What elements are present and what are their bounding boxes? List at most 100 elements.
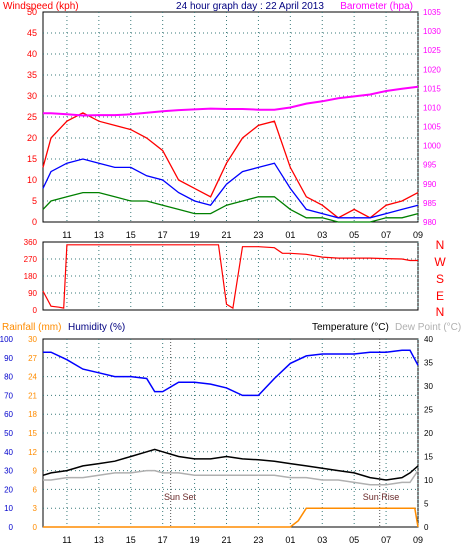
compass-w: W bbox=[434, 255, 446, 269]
wind-left-tick-1: 5 bbox=[32, 196, 37, 206]
wind-x-tick-11: 09 bbox=[413, 230, 423, 240]
temp-x-tick-10: 07 bbox=[381, 535, 391, 545]
temp-tick-8: 40 bbox=[424, 335, 433, 344]
barometer-tick-6: 1010 bbox=[423, 103, 441, 112]
wind-series-0 bbox=[42, 112, 419, 219]
rain-tick-8: 24 bbox=[28, 373, 37, 382]
wind-left-tick-10: 50 bbox=[27, 7, 37, 17]
wind-x-tick-8: 03 bbox=[317, 230, 327, 240]
humidity-tick-4: 40 bbox=[4, 448, 13, 457]
temp-x-tick-6: 23 bbox=[253, 535, 263, 545]
temp-x-tick-2: 15 bbox=[126, 535, 136, 545]
wind-x-tick-3: 17 bbox=[158, 230, 168, 240]
wind-left-tick-2: 10 bbox=[27, 175, 37, 185]
chart-title: 24 hour graph day : 22 April 2013 bbox=[176, 1, 324, 12]
sun-set-label: Sun Set bbox=[164, 492, 197, 502]
rain-tick-10: 30 bbox=[28, 335, 37, 344]
barometer-axis-label: Barometer (hpa) bbox=[340, 1, 413, 12]
humidity-tick-8: 80 bbox=[4, 373, 13, 382]
temp-tick-2: 10 bbox=[424, 476, 433, 485]
rain-tick-5: 15 bbox=[28, 429, 37, 438]
dir-tick-0: 0 bbox=[33, 306, 38, 315]
humidity-tick-6: 60 bbox=[4, 410, 13, 419]
wind-x-tick-5: 21 bbox=[222, 230, 232, 240]
humidity-tick-1: 10 bbox=[4, 504, 13, 513]
wind-series-2 bbox=[42, 191, 419, 223]
wind-left-tick-5: 25 bbox=[27, 112, 37, 122]
barometer-tick-3: 995 bbox=[423, 161, 437, 170]
temp-x-tick-1: 13 bbox=[94, 535, 104, 545]
rain-tick-1: 3 bbox=[33, 504, 38, 513]
wind-left-tick-3: 15 bbox=[27, 154, 37, 164]
barometer-tick-0: 980 bbox=[423, 218, 437, 227]
humidity-tick-9: 90 bbox=[4, 354, 13, 363]
wind-x-tick-6: 23 bbox=[253, 230, 263, 240]
humidity-tick-2: 20 bbox=[4, 485, 13, 494]
compass-n-top: N bbox=[436, 238, 445, 252]
rainfall-axis-label: Rainfall (mm) bbox=[2, 322, 61, 333]
dir-series-0 bbox=[42, 244, 418, 310]
dir-tick-1: 90 bbox=[28, 289, 37, 298]
wind-left-tick-9: 45 bbox=[27, 28, 37, 38]
wind-x-tick-0: 11 bbox=[62, 230, 71, 240]
temperature-axis-label: Temperature (°C) bbox=[312, 322, 389, 333]
barometer-tick-7: 1015 bbox=[423, 84, 441, 93]
wind-left-tick-4: 20 bbox=[27, 133, 37, 143]
barometer-tick-4: 1000 bbox=[423, 142, 441, 151]
humidity-tick-0: 0 bbox=[9, 523, 14, 532]
temp-series-2 bbox=[43, 469, 419, 486]
windspeed-axis-label: Windspeed (kph) bbox=[3, 1, 79, 12]
temp-tick-5: 25 bbox=[424, 406, 433, 415]
rain-tick-2: 6 bbox=[33, 485, 38, 494]
barometer-tick-2: 990 bbox=[423, 180, 437, 189]
rain-tick-0: 0 bbox=[33, 523, 38, 532]
wind-x-tick-2: 15 bbox=[126, 230, 136, 240]
temp-series-0 bbox=[43, 349, 419, 397]
temp-x-tick-4: 19 bbox=[190, 535, 200, 545]
humidity-tick-10: 100 bbox=[0, 335, 14, 344]
temp-tick-0: 0 bbox=[424, 523, 429, 532]
temp-x-tick-5: 21 bbox=[222, 535, 232, 545]
rain-tick-9: 27 bbox=[28, 354, 37, 363]
temp-series-3 bbox=[43, 507, 419, 528]
dir-tick-3: 270 bbox=[24, 255, 38, 264]
wind-left-tick-8: 40 bbox=[27, 49, 37, 59]
humidity-tick-7: 70 bbox=[4, 391, 13, 400]
chart-marks: 0510152025303540455098098599099510001005… bbox=[0, 7, 441, 545]
temp-x-tick-9: 05 bbox=[349, 535, 359, 545]
wind-x-tick-1: 13 bbox=[94, 230, 104, 240]
compass-n-bottom: N bbox=[436, 305, 445, 319]
wind-left-tick-6: 30 bbox=[27, 91, 37, 101]
dir-tick-4: 360 bbox=[24, 238, 38, 247]
humidity-axis-label: Humidity (%) bbox=[68, 322, 125, 333]
compass-s: S bbox=[436, 272, 444, 286]
wind-x-tick-9: 05 bbox=[349, 230, 359, 240]
temp-tick-4: 20 bbox=[424, 429, 433, 438]
temp-tick-7: 35 bbox=[424, 359, 433, 368]
rain-tick-6: 18 bbox=[28, 410, 37, 419]
wind-left-tick-0: 0 bbox=[32, 217, 37, 227]
temp-x-tick-7: 01 bbox=[285, 535, 295, 545]
humidity-tick-5: 50 bbox=[4, 429, 13, 438]
temp-x-tick-0: 11 bbox=[62, 535, 71, 545]
wind-series-3 bbox=[43, 85, 419, 117]
temp-x-tick-8: 03 bbox=[317, 535, 327, 545]
rain-tick-4: 12 bbox=[28, 448, 37, 457]
wind-x-tick-7: 01 bbox=[285, 230, 295, 240]
temp-tick-6: 30 bbox=[424, 382, 433, 391]
compass-e: E bbox=[436, 289, 444, 303]
barometer-tick-1: 985 bbox=[423, 199, 437, 208]
wind-x-tick-4: 19 bbox=[190, 230, 200, 240]
temp-tick-1: 5 bbox=[424, 500, 429, 509]
temp-x-tick-11: 09 bbox=[413, 535, 423, 545]
dir-tick-2: 180 bbox=[24, 272, 38, 281]
rain-tick-3: 9 bbox=[33, 467, 38, 476]
wind-x-tick-10: 07 bbox=[381, 230, 391, 240]
barometer-tick-9: 1025 bbox=[423, 46, 441, 55]
wind-series-1 bbox=[42, 158, 419, 219]
sun-rise-label: Sun Rise bbox=[363, 492, 400, 502]
barometer-tick-11: 1035 bbox=[423, 8, 441, 17]
temp-series-1 bbox=[42, 448, 419, 481]
